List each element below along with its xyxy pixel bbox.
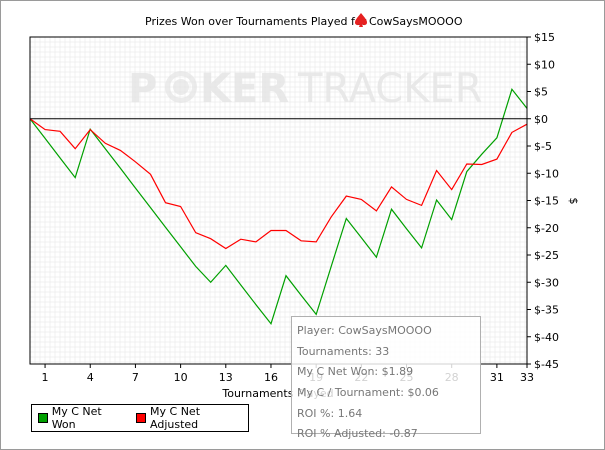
y-tick-label: $-45	[534, 358, 559, 371]
y-axis-title: $	[567, 198, 580, 205]
legend-label-net-won: My C Net Won	[51, 405, 102, 431]
x-tick-label: 7	[132, 371, 139, 384]
tooltip-per-tournament: My C / Tournament: $0.06	[297, 386, 439, 400]
x-tick-label: 13	[219, 371, 233, 384]
y-tick-label: $15	[534, 31, 555, 44]
chart-title-player: CowSaysMOOOO	[369, 15, 463, 28]
legend-item-net-won: My C Net Won	[38, 405, 126, 431]
y-tick-label: $-25	[534, 249, 559, 262]
y-tick-label: $-20	[534, 222, 559, 235]
y-tick-label: $-10	[534, 167, 559, 180]
y-tick-label: $-15	[534, 195, 559, 208]
x-tick-label: 16	[264, 371, 278, 384]
y-tick-label: $-35	[534, 304, 559, 317]
tooltip-roi-adjusted: ROI % Adjusted: -0.87	[297, 427, 418, 441]
legend-swatch-net-won	[38, 413, 48, 423]
x-tick-label: 10	[174, 371, 188, 384]
chart-title: Prizes Won over Tournaments Played for	[145, 15, 367, 28]
tooltip-roi: ROI %: 1.64	[297, 406, 363, 420]
svg-text:P: P	[128, 66, 157, 112]
x-tick-label: 33	[520, 371, 534, 384]
series-line-net-adjusted	[29, 118, 528, 250]
y-tick-label: $-5	[534, 140, 552, 153]
tooltip-tournaments: Tournaments: 33	[297, 344, 390, 358]
y-tick-label: $5	[534, 86, 548, 99]
series-layer	[29, 88, 528, 325]
x-tick-label: 4	[87, 371, 94, 384]
y-tick-label: $-30	[534, 276, 559, 289]
y-tick-label: $0	[534, 113, 548, 126]
tooltip-player: Player: CowSaysMOOOO	[297, 324, 432, 337]
x-tick-label: 31	[490, 371, 504, 384]
tooltip-net-won: My C Net Won: $1.89	[297, 365, 414, 379]
spade-icon	[355, 13, 367, 27]
y-tick-label: $-40	[534, 331, 559, 344]
legend: My C Net Won My C Net Adjusted	[31, 404, 249, 432]
series-line-net-won	[29, 88, 528, 325]
x-tick-label: 1	[42, 371, 49, 384]
hover-tooltip: Player: CowSaysMOOOO Tournaments: 33 My …	[291, 316, 481, 440]
legend-swatch-net-adjusted	[136, 413, 147, 423]
legend-label-net-adjusted: My C Net Adjusted	[150, 405, 201, 431]
legend-item-net-adjusted: My C Net Adjusted	[136, 405, 248, 431]
svg-text:KER: KER	[200, 66, 289, 112]
y-tick-label: $10	[534, 58, 555, 71]
